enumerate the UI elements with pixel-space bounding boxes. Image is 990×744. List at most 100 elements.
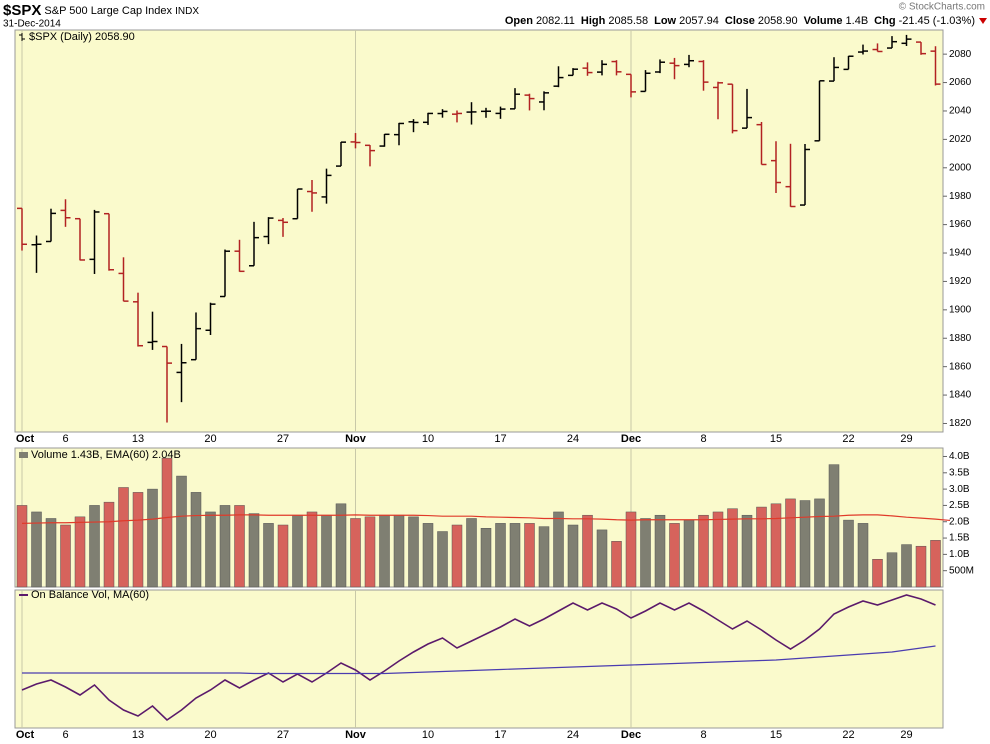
y-tick-label: 3.0B: [949, 484, 970, 495]
x-tick-label: 20: [204, 729, 216, 741]
quote-label: Volume: [804, 15, 843, 27]
x-tick-label: 17: [494, 433, 506, 445]
x-tick-label: 13: [132, 433, 144, 445]
y-tick-label: 1.5B: [949, 533, 970, 544]
volume-bar: [393, 514, 405, 588]
y-tick-label: 4.0B: [949, 451, 970, 462]
volume-bar: [89, 505, 100, 588]
x-tick-label: Oct: [16, 433, 35, 445]
header-title: $SPX S&P 500 Large Cap Index INDX: [3, 2, 199, 19]
volume-bar: [31, 511, 42, 588]
volume-bar: [625, 511, 637, 588]
volume-bar: [176, 475, 187, 588]
x-tick-label: Dec: [621, 433, 641, 445]
x-tick-label: 6: [62, 729, 68, 741]
legend-icon: [19, 33, 25, 41]
volume-bar: [727, 508, 738, 588]
x-tick-label: 15: [770, 433, 782, 445]
y-tick-label: 1900: [949, 304, 972, 315]
volume-bar: [756, 506, 767, 588]
volume-bar: [683, 519, 695, 588]
x-tick-label: Nov: [345, 729, 367, 741]
x-tick-label: Oct: [16, 729, 35, 741]
exchange: INDX: [175, 6, 199, 17]
volume-bar: [451, 524, 463, 588]
y-tick-label: 2040: [949, 106, 972, 117]
volume-bar: [292, 514, 303, 588]
volume-bar: [741, 514, 753, 588]
volume-bar: [567, 524, 579, 588]
y-tick-label: 1880: [949, 333, 972, 344]
volume-bar: [335, 503, 347, 588]
y-tick-label: 1960: [949, 219, 972, 230]
x-tick-label: 24: [567, 729, 579, 741]
x-tick-label: 29: [900, 433, 912, 445]
x-tick-label: 8: [700, 729, 706, 741]
volume-bar: [234, 505, 245, 588]
x-tick-label: 22: [842, 433, 854, 445]
x-tick-label: 13: [132, 729, 144, 741]
quote-value: 2057.94: [679, 15, 719, 27]
volume-bar: [306, 511, 318, 588]
quote-value: 2085.58: [608, 15, 648, 27]
volume-bar: [814, 498, 825, 588]
volume-bar: [785, 498, 796, 588]
volume-bar: [16, 505, 28, 588]
y-tick-label: 2080: [949, 49, 972, 60]
x-tick-label: 22: [842, 729, 854, 741]
x-tick-label: 17: [494, 729, 506, 741]
y-tick-label: 2020: [949, 134, 972, 145]
volume-bar: [263, 523, 274, 588]
quote-value: -21.45 (-1.03%): [899, 15, 975, 27]
volume-bar: [843, 519, 854, 588]
volume-bar: [321, 514, 332, 588]
volume-bar: [669, 523, 680, 588]
x-tick-label: 10: [422, 433, 434, 445]
x-tick-label: 27: [277, 729, 289, 741]
quote-label: Open: [505, 15, 533, 27]
y-tick-label: 1940: [949, 248, 972, 259]
volume-bar: [60, 524, 71, 588]
volume-bar: [408, 516, 419, 588]
y-tick-label: 2.5B: [949, 500, 970, 511]
panel-background: [14, 29, 944, 433]
x-tick-label: 8: [700, 433, 706, 445]
volume-bar: [466, 518, 477, 588]
volume-bar: [45, 518, 57, 588]
volume-bar: [799, 500, 811, 588]
down-arrow-icon: [979, 18, 987, 24]
volume-bar: [248, 513, 260, 588]
volume-bar: [219, 505, 231, 588]
date: 31-Dec-2014: [3, 19, 61, 30]
volume-bar: [509, 523, 521, 588]
volume-bar: [147, 488, 158, 588]
y-tick-label: 3.5B: [949, 467, 970, 478]
y-tick-label: 1980: [949, 191, 972, 202]
quote-label: High: [581, 15, 606, 27]
volume-bar: [901, 544, 912, 588]
volume-bar: [930, 540, 941, 588]
volume-bar: [872, 559, 883, 588]
volume-bar: [596, 529, 608, 588]
quote-value: 1.4B: [846, 15, 869, 27]
ema-line: [21, 514, 951, 524]
legend-icon: [19, 452, 28, 458]
volume-bar: [828, 464, 840, 588]
volume-bar: [654, 514, 666, 588]
volume-bar: [712, 511, 724, 588]
volume-bar: [582, 514, 593, 588]
quote-label: Low: [654, 15, 676, 27]
volume-bar: [524, 523, 535, 588]
volume-bar: [350, 518, 361, 588]
x-tick-label: 24: [567, 433, 579, 445]
volume-bar: [132, 492, 144, 588]
y-tick-label: 2.0B: [949, 516, 970, 527]
y-tick-label: 500M: [949, 565, 974, 576]
legend: Volume 1.43B, EMA(60) 2.04B: [31, 449, 181, 461]
volume-bar: [480, 528, 492, 588]
volume-bar: [770, 503, 782, 588]
volume-bar: [364, 516, 376, 588]
x-tick-label: 20: [204, 433, 216, 445]
volume-bar: [640, 518, 651, 588]
